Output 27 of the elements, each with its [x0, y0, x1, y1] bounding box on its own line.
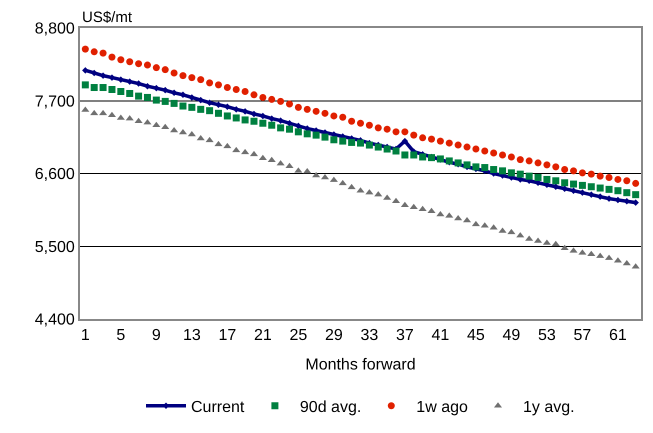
legend-label: 1w ago	[416, 398, 468, 416]
legend-label: 1y avg.	[522, 398, 575, 416]
legend-label: 90d avg.	[300, 398, 362, 416]
x-tick-label: 33	[360, 327, 378, 344]
y-tick-label: 5,500	[34, 238, 75, 256]
x-tick-label: 53	[538, 327, 556, 344]
legend-label: Current	[191, 398, 245, 416]
y-axis-title: US$/mt	[82, 9, 133, 26]
x-tick-label: 37	[396, 327, 414, 344]
x-axis-title: Months forward	[305, 356, 416, 374]
y-tick-label: 4,400	[34, 312, 75, 329]
x-tick-label: 41	[431, 327, 450, 344]
x-tick-label: 61	[609, 327, 627, 344]
y-tick-label: 6,600	[34, 166, 75, 184]
y-tick-label: 7,700	[34, 93, 75, 110]
x-tick-label: 1	[80, 327, 90, 344]
x-tick-label: 9	[152, 327, 161, 344]
x-tick-label: 29	[324, 327, 343, 344]
y-tick-label: 8,800	[34, 20, 75, 38]
x-tick-label: 17	[218, 327, 236, 344]
x-tick-label: 25	[289, 327, 308, 344]
x-tick-label: 21	[254, 327, 272, 344]
x-tick-label: 49	[502, 327, 520, 344]
x-tick-label: 13	[182, 327, 201, 344]
x-tick-label: 45	[467, 327, 485, 344]
x-tick-label: 57	[574, 327, 592, 344]
x-tick-label: 5	[116, 327, 126, 344]
